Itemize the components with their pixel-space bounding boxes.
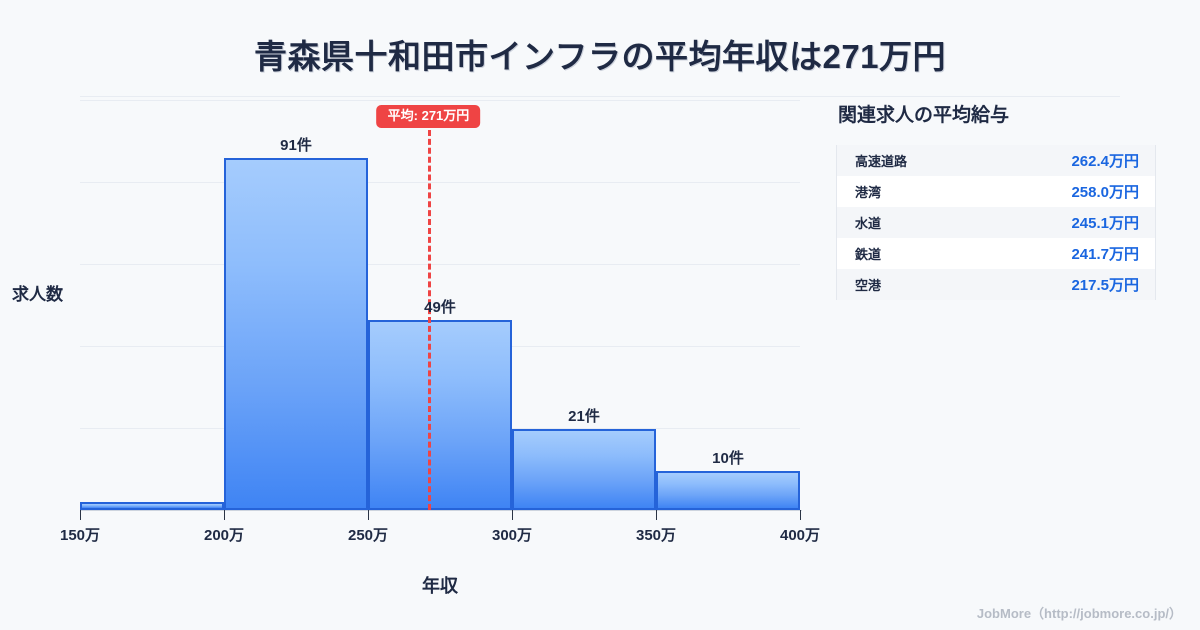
plot-area	[80, 100, 800, 510]
histogram-bar	[656, 471, 800, 510]
page-title: 青森県十和田市インフラの平均年収は271万円	[253, 38, 947, 75]
bar-value-label: 49件	[424, 299, 456, 317]
histogram-bar	[368, 320, 512, 510]
table-row-value: 245.1万円	[1071, 215, 1139, 232]
table-row-value: 217.5万円	[1071, 277, 1139, 294]
gridline	[80, 264, 800, 265]
x-axis-tick-label: 150万	[59, 527, 101, 544]
related-salary-title: 関連求人の平均給与	[838, 105, 1010, 126]
related-salary-panel: 関連求人の平均給与 高速道路 262.4万円港湾 258.0万円水道 245.1万円鉄…	[836, 100, 1166, 300]
bar-value-label: 21件	[568, 407, 600, 425]
table-row-value: 258.0万円	[1071, 184, 1139, 201]
x-axis-tick	[656, 510, 657, 520]
x-axis-tick-label: 350万	[635, 527, 677, 544]
histogram-bar	[512, 428, 656, 510]
x-axis-tick	[368, 510, 369, 520]
x-axis-tick	[800, 510, 801, 520]
x-axis-tick-label: 250万	[347, 527, 389, 544]
table-row[interactable]: 港湾 258.0万円	[837, 176, 1155, 207]
footer-watermark: JobMore（http://jobmore.co.jp/）	[976, 606, 1182, 621]
mean-line	[428, 130, 432, 510]
bar-value-label: 91件	[280, 137, 312, 155]
table-row[interactable]: 鉄道 241.7万円	[837, 238, 1155, 269]
x-axis-line	[80, 510, 802, 511]
table-row-value: 262.4万円	[1071, 153, 1139, 170]
histogram-bar	[224, 158, 368, 510]
header-divider	[80, 96, 1120, 97]
gridline	[80, 182, 800, 183]
bar-value-label: 10件	[712, 450, 744, 468]
table-row[interactable]: 高速道路 262.4万円	[837, 145, 1155, 176]
table-row-label: 水道	[855, 216, 882, 231]
x-axis-tick	[512, 510, 513, 520]
x-axis-tick	[224, 510, 225, 520]
x-axis-tick	[80, 510, 81, 520]
salary-histogram-chart: 求人数 150万 200万 250万 300万 350万 400万 年収 平均: 271万…	[12, 100, 821, 596]
y-axis-title: 求人数	[12, 285, 63, 304]
table-row-label: 鉄道	[855, 247, 882, 262]
gridline	[80, 100, 800, 101]
table-row-label: 空港	[855, 278, 882, 293]
table-row[interactable]: 空港 217.5万円	[837, 269, 1155, 300]
x-axis-tick-label: 200万	[203, 527, 245, 544]
table-row[interactable]: 水道 245.1万円	[837, 207, 1155, 238]
table-row-label: 港湾	[855, 185, 882, 200]
x-axis-tick-label: 300万	[491, 527, 533, 544]
histogram-bar	[80, 502, 224, 510]
table-row-value: 241.7万円	[1071, 246, 1139, 263]
table-row-label: 高速道路	[855, 154, 908, 169]
x-axis-tick-label: 400万	[779, 527, 821, 544]
mean-value-badge: 平均: 271万円	[376, 105, 481, 129]
x-axis-title: 年収	[422, 576, 458, 596]
related-salary-table: 高速道路 262.4万円港湾 258.0万円水道 245.1万円鉄道 241.7万円空港…	[836, 145, 1156, 300]
